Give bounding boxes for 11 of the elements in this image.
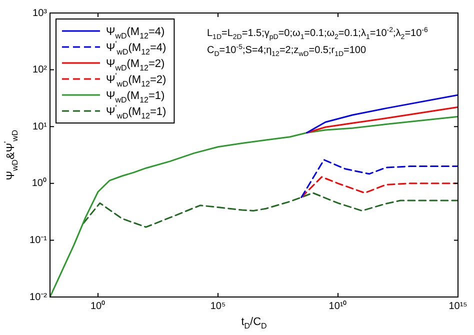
y-tick-label: 10⁻² xyxy=(30,292,48,303)
x-tick-label: 10¹⁰ xyxy=(328,300,348,312)
y-tick-label: 10² xyxy=(32,64,48,76)
x-tick-label: 10⁰ xyxy=(90,300,106,312)
x-tick-label: 10¹⁵ xyxy=(448,300,468,312)
y-tick-label: 10¹ xyxy=(32,121,48,132)
y-tick-label: 10⁰ xyxy=(32,177,47,190)
y-axis-title: ΨwD&Ψ'wD xyxy=(2,130,20,180)
y-tick-label: 10³ xyxy=(32,8,48,19)
y-tick-label: 10⁻¹ xyxy=(30,234,48,246)
x-tick-label: 10⁵ xyxy=(210,300,226,312)
